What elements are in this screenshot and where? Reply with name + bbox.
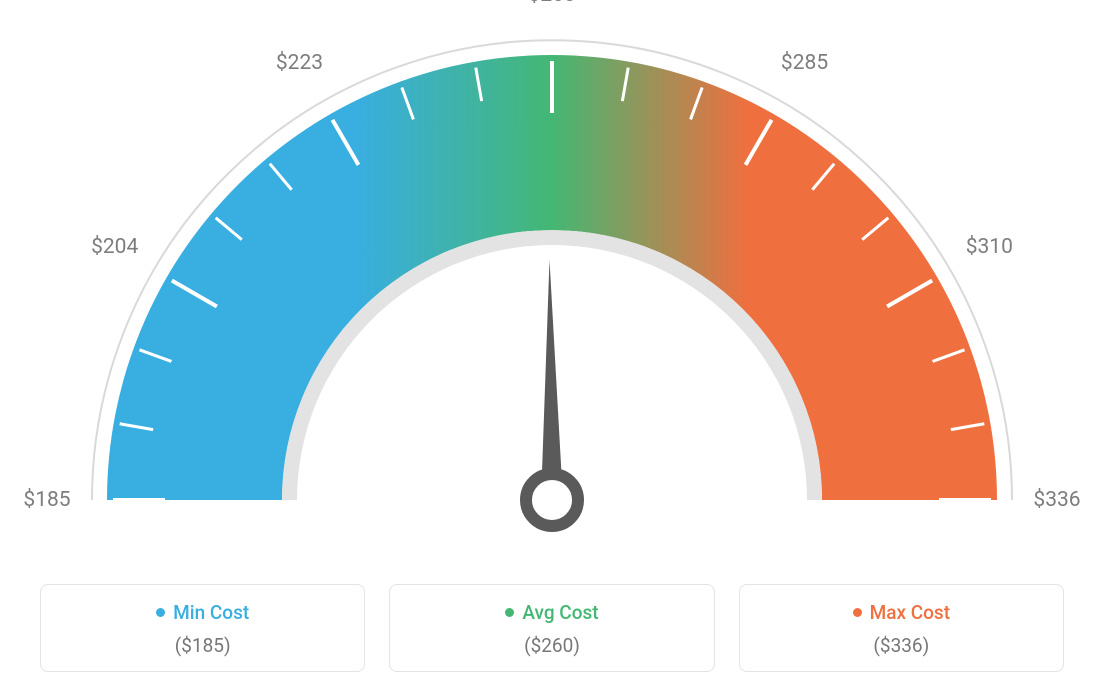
legend-title-avg: Avg Cost: [505, 601, 598, 624]
gauge-tick-label: $185: [23, 488, 70, 512]
legend-label-min: Min Cost: [173, 601, 249, 624]
dot-max-icon: [853, 608, 862, 617]
legend-card-avg: Avg Cost ($260): [389, 584, 714, 672]
dot-min-icon: [156, 608, 165, 617]
legend-label-avg: Avg Cost: [522, 601, 598, 624]
legend-card-max: Max Cost ($336): [739, 584, 1064, 672]
legend-value-avg: ($260): [400, 634, 703, 657]
gauge-tick-label: $204: [91, 235, 138, 259]
legend-card-min: Min Cost ($185): [40, 584, 365, 672]
legend-row: Min Cost ($185) Avg Cost ($260) Max Cost…: [40, 584, 1064, 672]
legend-label-max: Max Cost: [870, 601, 950, 624]
legend-title-min: Min Cost: [156, 601, 249, 624]
gauge-tick-label: $223: [276, 51, 323, 75]
gauge-tick-label: $260: [528, 0, 575, 7]
legend-value-min: ($185): [51, 634, 354, 657]
legend-value-max: ($336): [750, 634, 1053, 657]
dot-avg-icon: [505, 608, 514, 617]
legend-title-max: Max Cost: [853, 601, 950, 624]
cost-gauge-chart: $185 $204 $223 $260 $285 $310 $336 Min Cost ($…: [0, 0, 1104, 690]
gauge-tick-label: $310: [966, 235, 1013, 259]
gauge-svg: [0, 0, 1104, 560]
gauge-tick-label: $336: [1033, 488, 1080, 512]
gauge-area: $185 $204 $223 $260 $285 $310 $336: [0, 0, 1104, 560]
gauge-tick-label: $285: [781, 51, 828, 75]
